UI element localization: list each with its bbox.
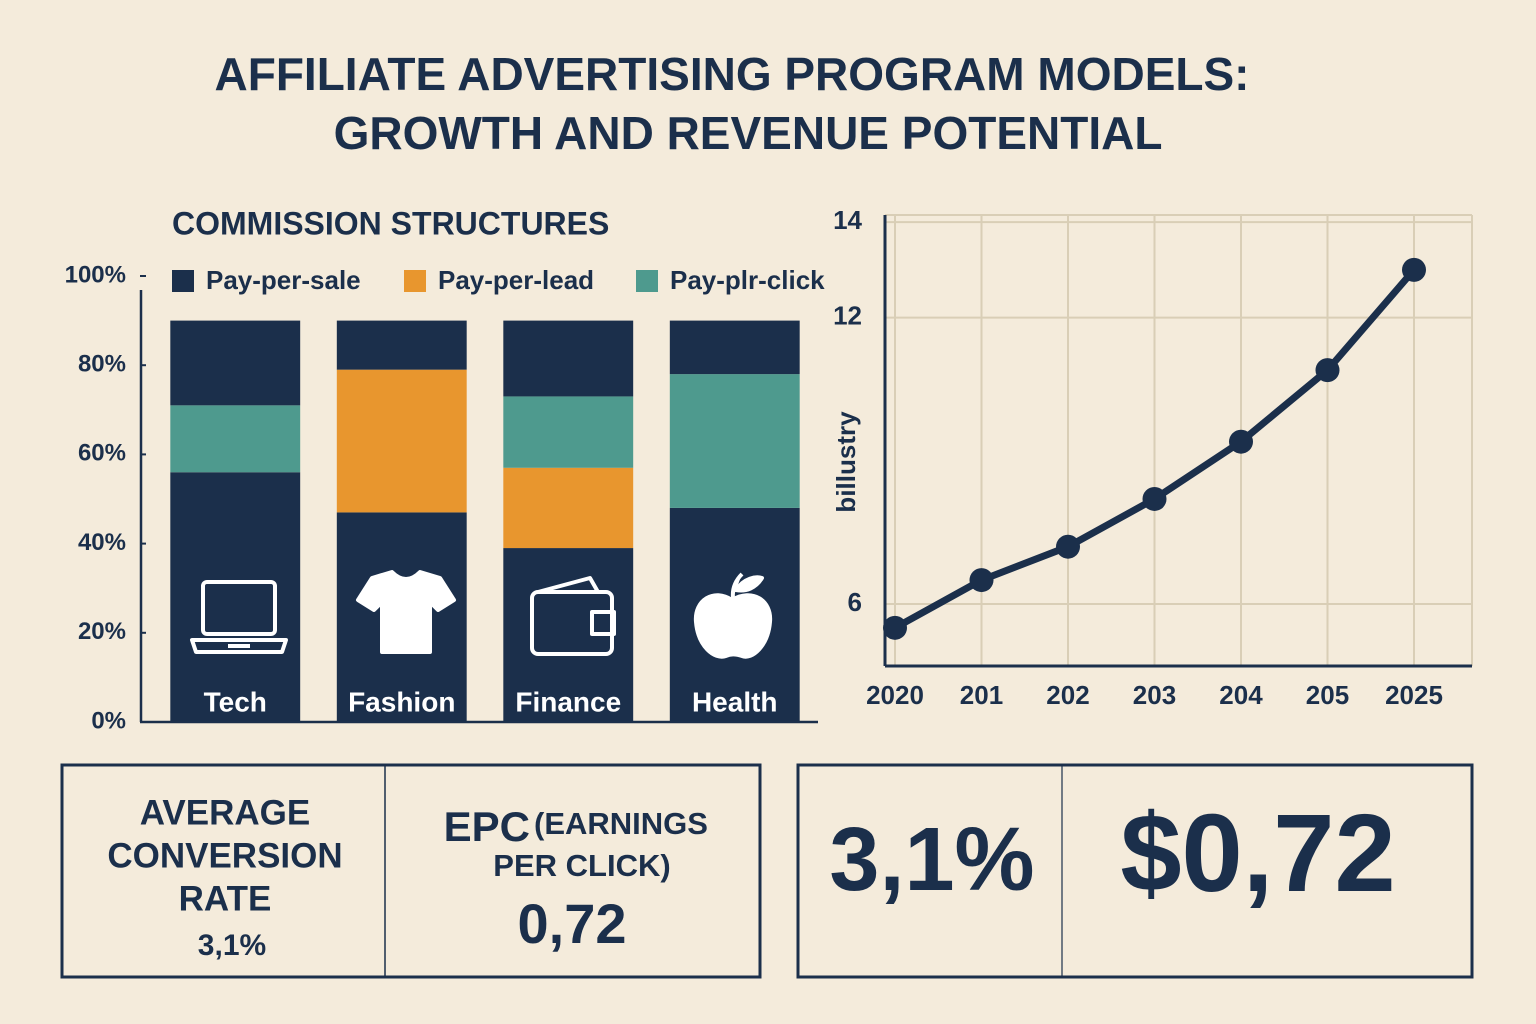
bar-segment — [669, 320, 800, 375]
y-tick-label: 100% — [65, 261, 126, 288]
y-axis-label: billustry — [831, 411, 861, 513]
x-tick-label: 2025 — [1385, 680, 1443, 710]
wallet-flap — [537, 576, 616, 636]
highlight-value: 3,1% — [829, 810, 1034, 910]
bar-segment — [170, 472, 301, 722]
y-tick-label: 80% — [78, 351, 126, 378]
stat-label: AVERAGE — [140, 793, 311, 832]
bar-segment — [336, 369, 467, 513]
legend-label: Pay-per-sale — [206, 265, 361, 295]
laptop-icon — [201, 580, 277, 636]
line-point — [1142, 486, 1167, 511]
category-label: Tech — [204, 686, 267, 717]
y-tick-label: 14 — [833, 205, 862, 235]
legend-swatch — [172, 270, 194, 292]
y-tick-label: 6 — [848, 587, 862, 617]
y-tick-label: 60% — [78, 440, 126, 467]
stat-label: (EARNINGS — [534, 806, 708, 841]
bar-segment — [503, 396, 634, 468]
x-tick-label: 201 — [960, 680, 1003, 710]
stat-box — [60, 763, 762, 979]
line-point — [1229, 429, 1253, 454]
highlight-box — [796, 763, 1474, 979]
bar-segment — [669, 374, 800, 508]
x-tick-label: 203 — [1133, 680, 1176, 710]
stat-label: CONVERSION — [107, 836, 342, 875]
category-icons — [190, 570, 773, 659]
line-point — [969, 568, 994, 593]
y-tick-label: 20% — [78, 618, 126, 645]
x-tick-label: 205 — [1306, 680, 1349, 710]
line-plot: 6 12 14 2020 201 202 203 204 205 2025 — [833, 205, 1473, 710]
line-point — [1315, 358, 1340, 383]
bar-segment — [170, 405, 301, 473]
category-label: Finance — [515, 686, 621, 717]
legend-swatch — [636, 270, 658, 292]
stat-value: 3,1% — [198, 929, 266, 962]
x-tick-label: 204 — [1219, 680, 1263, 710]
x-tick-label: 2020 — [866, 680, 924, 710]
category-label: Fashion — [348, 686, 455, 717]
legend-label: Pay-per-lead — [438, 265, 594, 295]
laptop-base — [190, 638, 288, 654]
highlight-value: $0,72 — [1120, 792, 1395, 915]
line-point — [1402, 257, 1426, 282]
bar-segment — [503, 467, 634, 549]
y-tick-label: 12 — [833, 300, 862, 330]
stat-value: 0,72 — [518, 892, 627, 955]
apple-stem — [730, 572, 764, 599]
bar-chart-title: COMMISSION STRUCTURES — [172, 205, 609, 241]
shirt-icon — [356, 570, 456, 654]
category-label: Health — [692, 686, 778, 717]
stat-label: EPC — [444, 803, 530, 850]
y-tick-label: 40% — [78, 529, 126, 556]
line-point — [1056, 534, 1080, 559]
apple-icon — [693, 593, 773, 659]
stat-label: RATE — [179, 879, 272, 918]
line-point — [883, 615, 907, 640]
y-tick-label: 0% — [91, 707, 126, 734]
bar-segment — [336, 320, 467, 370]
title: AFFILIATE ADVERTISING PROGRAM MODELS: — [215, 48, 1250, 100]
x-tick-label: 202 — [1046, 680, 1089, 710]
legend-label: Pay-plr-click — [670, 265, 825, 295]
bar-segment — [503, 320, 634, 397]
bar-segment — [170, 320, 301, 406]
stat-label: PER CLICK) — [493, 848, 670, 883]
title: GROWTH AND REVENUE POTENTIAL — [334, 107, 1163, 159]
legend-swatch — [404, 270, 426, 292]
